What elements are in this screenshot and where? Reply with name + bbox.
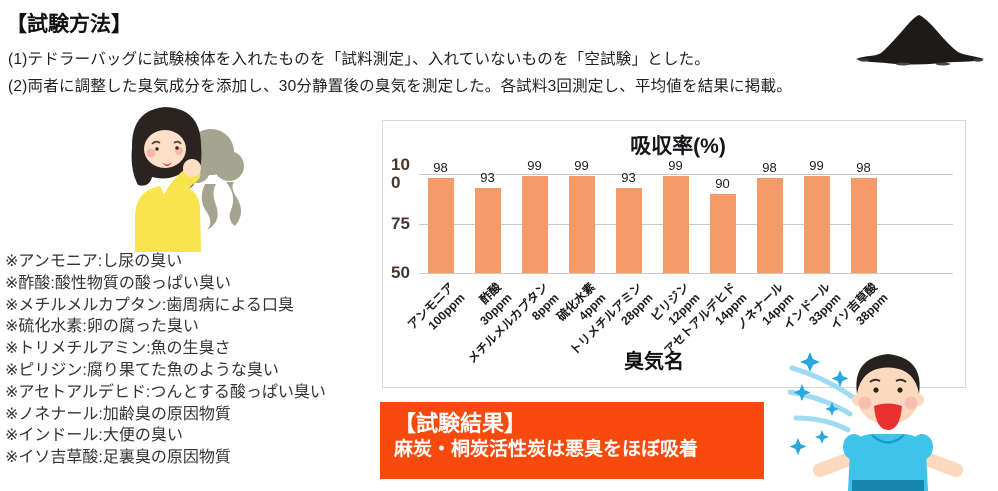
- boy-hair: [856, 354, 920, 394]
- bar-value-label: 99: [809, 157, 824, 173]
- bar-value-label: 99: [527, 157, 542, 173]
- woman-smelling-bad-odor-icon: [131, 107, 244, 252]
- gridline: [419, 174, 953, 175]
- bar-value-label: 98: [762, 159, 777, 175]
- woman-hand: [183, 159, 201, 177]
- bar-酢酸: [474, 187, 501, 273]
- bar-value-label: 98: [433, 159, 448, 175]
- boy-shirt: [848, 434, 928, 491]
- result-title: 【試験結果】: [394, 411, 527, 436]
- result-text: 麻炭・桐炭活性炭は悪臭をほぼ吸着: [394, 439, 699, 461]
- odor-note: ※メチルメルカプタン:歯周病による口臭: [5, 296, 294, 314]
- absorption-bar-chart: 吸収率(%) 臭気名 100 75 50 98 アンモニア 100ppm 93 酢酸 30ppm…: [382, 120, 966, 388]
- odor-note: ※アセトアルデヒド:つんとする酸っぱい臭い: [5, 383, 326, 401]
- bar-イソ吉草酸: [850, 177, 877, 273]
- bar-value-label: 99: [668, 157, 683, 173]
- bar-ピリジン: [662, 175, 689, 273]
- bar-アンモニア: [427, 177, 454, 273]
- bar-value-label: 99: [574, 157, 589, 173]
- bar-value-label: 93: [621, 169, 636, 185]
- section-title-method: 【試験方法】: [6, 13, 132, 36]
- odor-note: ※ピリジン:腐り果てた魚のような臭い: [5, 361, 279, 379]
- bar-value-label: 90: [715, 175, 730, 191]
- woman-face: [144, 130, 186, 168]
- bar-アセトアルデヒド: [709, 193, 736, 273]
- y-tick-label: 50: [391, 263, 410, 283]
- boy-fresh-air-icon: [788, 352, 963, 491]
- y-tick-label: 75: [391, 213, 410, 233]
- method-step-1: (1)テドラーバッグに試験検体を入れたものを「試料測定」、入れていないものを「空…: [8, 51, 710, 68]
- bar-value-label: 93: [480, 169, 495, 185]
- odor-notes-list: ※アンモニア:し尿の臭い ※酢酸:酸性物質の酸っぱい臭い ※メチルメルカプタン:…: [5, 251, 326, 469]
- gridline: [419, 273, 953, 274]
- test-result-banner: 【試験結果】 麻炭・桐炭活性炭は悪臭をほぼ吸着: [380, 402, 764, 479]
- y-tick-label: 100: [391, 155, 410, 192]
- chart-title: 吸収率(%): [630, 135, 726, 158]
- odor-note: ※インドール:大便の臭い: [5, 427, 183, 445]
- bar-硫化水素: [568, 175, 595, 273]
- odor-note: ※トリメチルアミン:魚の生臭さ: [5, 340, 231, 358]
- odor-note: ※イソ吉草酸:足裏臭の原因物質: [5, 449, 231, 467]
- boy-mouth: [874, 403, 902, 430]
- bar-インドール: [803, 175, 830, 273]
- odor-note: ※ノネナール:加齢臭の原因物質: [5, 405, 231, 423]
- odor-note: ※硫化水素:卵の腐った臭い: [5, 318, 199, 336]
- bar-トリメチルアミン: [615, 187, 642, 273]
- charcoal-powder-pile-icon: [856, 15, 984, 66]
- sparkle-stars: [789, 352, 849, 455]
- x-axis-title: 臭気名: [624, 351, 684, 373]
- odor-note: ※アンモニア:し尿の臭い: [5, 253, 183, 270]
- woman-sweater: [135, 186, 201, 252]
- method-step-2: (2)両者に調整した臭気成分を添加し、30分静置後の臭気を測定した。各試料3回測…: [8, 78, 792, 95]
- bar-メチルメルカプタン: [521, 175, 548, 273]
- bar-value-label: 98: [856, 159, 871, 175]
- odor-note: ※酢酸:酸性物質の酸っぱい臭い: [5, 274, 231, 292]
- bar-ノネナール: [756, 177, 783, 273]
